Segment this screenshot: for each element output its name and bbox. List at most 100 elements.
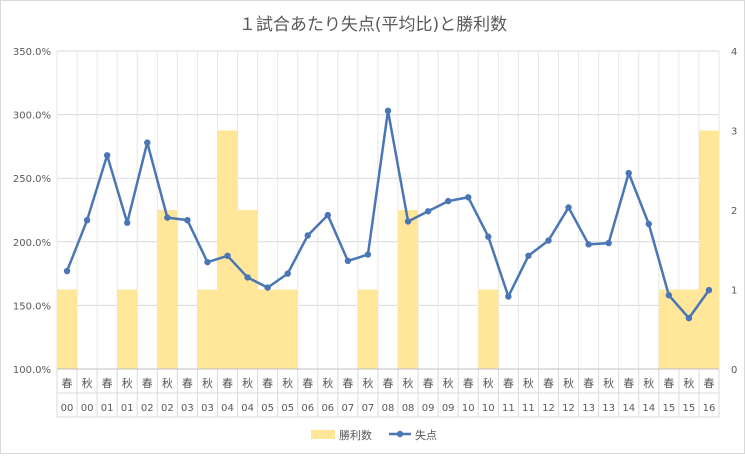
category-label-year: 13 xyxy=(602,403,615,414)
line-point xyxy=(404,218,412,225)
category-label-year: 09 xyxy=(422,403,435,414)
right-tick-label: 2 xyxy=(731,206,737,217)
category-label-year: 02 xyxy=(141,403,154,414)
category-label-year: 00 xyxy=(61,403,74,414)
line-point xyxy=(184,216,191,224)
bar xyxy=(257,289,278,369)
category-label-season: 春 xyxy=(463,377,474,390)
category-label-season: 春 xyxy=(102,377,113,390)
category-label-season: 秋 xyxy=(603,376,614,390)
category-label-year: 13 xyxy=(582,403,595,414)
line-point xyxy=(304,232,311,239)
line-point xyxy=(605,239,612,247)
line-point xyxy=(625,169,632,177)
legend-swatch-runs-marker xyxy=(396,430,404,438)
bar xyxy=(658,289,679,369)
category-label-year: 15 xyxy=(683,403,696,414)
category-label-season: 秋 xyxy=(443,376,454,390)
line-point xyxy=(144,139,151,146)
category-label-year: 08 xyxy=(402,403,415,414)
category-label-year: 00 xyxy=(81,403,94,414)
category-label-season: 秋 xyxy=(122,376,133,390)
category-label-season: 春 xyxy=(62,377,73,390)
category-label-season: 秋 xyxy=(643,376,654,390)
bar xyxy=(357,289,378,369)
category-label-year: 10 xyxy=(462,403,475,414)
category-label-year: 04 xyxy=(241,403,254,414)
category-label-year: 15 xyxy=(662,403,675,414)
category-label-season: 秋 xyxy=(483,376,494,390)
line-point xyxy=(545,237,552,244)
line-point xyxy=(284,270,291,277)
category-label-year: 03 xyxy=(181,403,194,414)
category-label-season: 春 xyxy=(543,377,554,390)
category-label-season: 春 xyxy=(302,377,313,390)
line-point xyxy=(63,267,71,275)
bar xyxy=(197,289,218,369)
line-point xyxy=(665,292,673,299)
category-label-season: 春 xyxy=(503,377,514,390)
category-label-season: 春 xyxy=(623,377,634,390)
line-point xyxy=(525,252,532,259)
category-label-season: 春 xyxy=(222,377,233,390)
line-point xyxy=(645,220,652,228)
category-label-year: 14 xyxy=(642,403,655,414)
line-point xyxy=(224,252,231,259)
line-point xyxy=(424,208,432,215)
category-label-season: 秋 xyxy=(683,376,694,390)
line-point xyxy=(505,293,512,300)
chart-title: １試合あたり失点(平均比)と勝利数 xyxy=(239,15,507,35)
category-label-year: 05 xyxy=(261,403,274,414)
right-tick-label: 4 xyxy=(731,47,737,58)
category-label-season: 春 xyxy=(182,377,193,390)
category-label-year: 06 xyxy=(321,403,334,414)
category-label-season: 春 xyxy=(583,377,594,390)
line-point xyxy=(324,211,332,219)
gridlines xyxy=(56,50,720,370)
bar xyxy=(678,289,699,369)
line-point xyxy=(444,197,452,205)
category-label-season: 秋 xyxy=(242,376,253,390)
category-label-year: 16 xyxy=(703,403,716,414)
bar xyxy=(398,210,419,369)
bar xyxy=(478,289,499,369)
axes: 100.0%150.0%200.0%250.0%300.0%350.0%0123… xyxy=(13,47,737,418)
category-label-season: 春 xyxy=(342,377,353,390)
category-label-year: 03 xyxy=(201,403,214,414)
left-tick-label: 250.0% xyxy=(13,174,51,185)
right-tick-label: 1 xyxy=(731,286,737,297)
line-point xyxy=(465,194,472,201)
category-label-year: 06 xyxy=(301,403,314,414)
line-point xyxy=(364,251,372,258)
category-label-year: 12 xyxy=(542,403,555,414)
line-point xyxy=(264,284,271,291)
line-point xyxy=(344,257,352,265)
line-series-runs-allowed xyxy=(63,107,713,322)
category-label-season: 春 xyxy=(703,377,714,390)
left-tick-label: 200.0% xyxy=(13,238,51,249)
bar xyxy=(237,210,258,369)
line-point xyxy=(585,241,592,248)
line-point xyxy=(565,204,572,211)
category-label-season: 春 xyxy=(142,377,153,390)
line-point xyxy=(244,274,251,281)
category-label-year: 14 xyxy=(622,403,635,414)
category-label-year: 05 xyxy=(281,403,294,414)
category-label-year: 02 xyxy=(161,403,174,414)
line-point xyxy=(124,219,131,226)
line-point xyxy=(103,152,111,159)
line-point xyxy=(204,258,211,266)
bar-series-wins xyxy=(57,130,719,369)
category-label-season: 春 xyxy=(423,377,434,390)
category-label-season: 秋 xyxy=(403,376,414,390)
category-label-year: 11 xyxy=(522,403,535,414)
category-label-year: 09 xyxy=(442,403,455,414)
category-label-year: 01 xyxy=(101,403,114,414)
left-tick-label: 150.0% xyxy=(13,301,51,312)
bar xyxy=(117,289,138,369)
legend-label-runs: 失点 xyxy=(415,429,437,442)
category-label-year: 07 xyxy=(362,403,375,414)
line-point xyxy=(685,314,693,322)
